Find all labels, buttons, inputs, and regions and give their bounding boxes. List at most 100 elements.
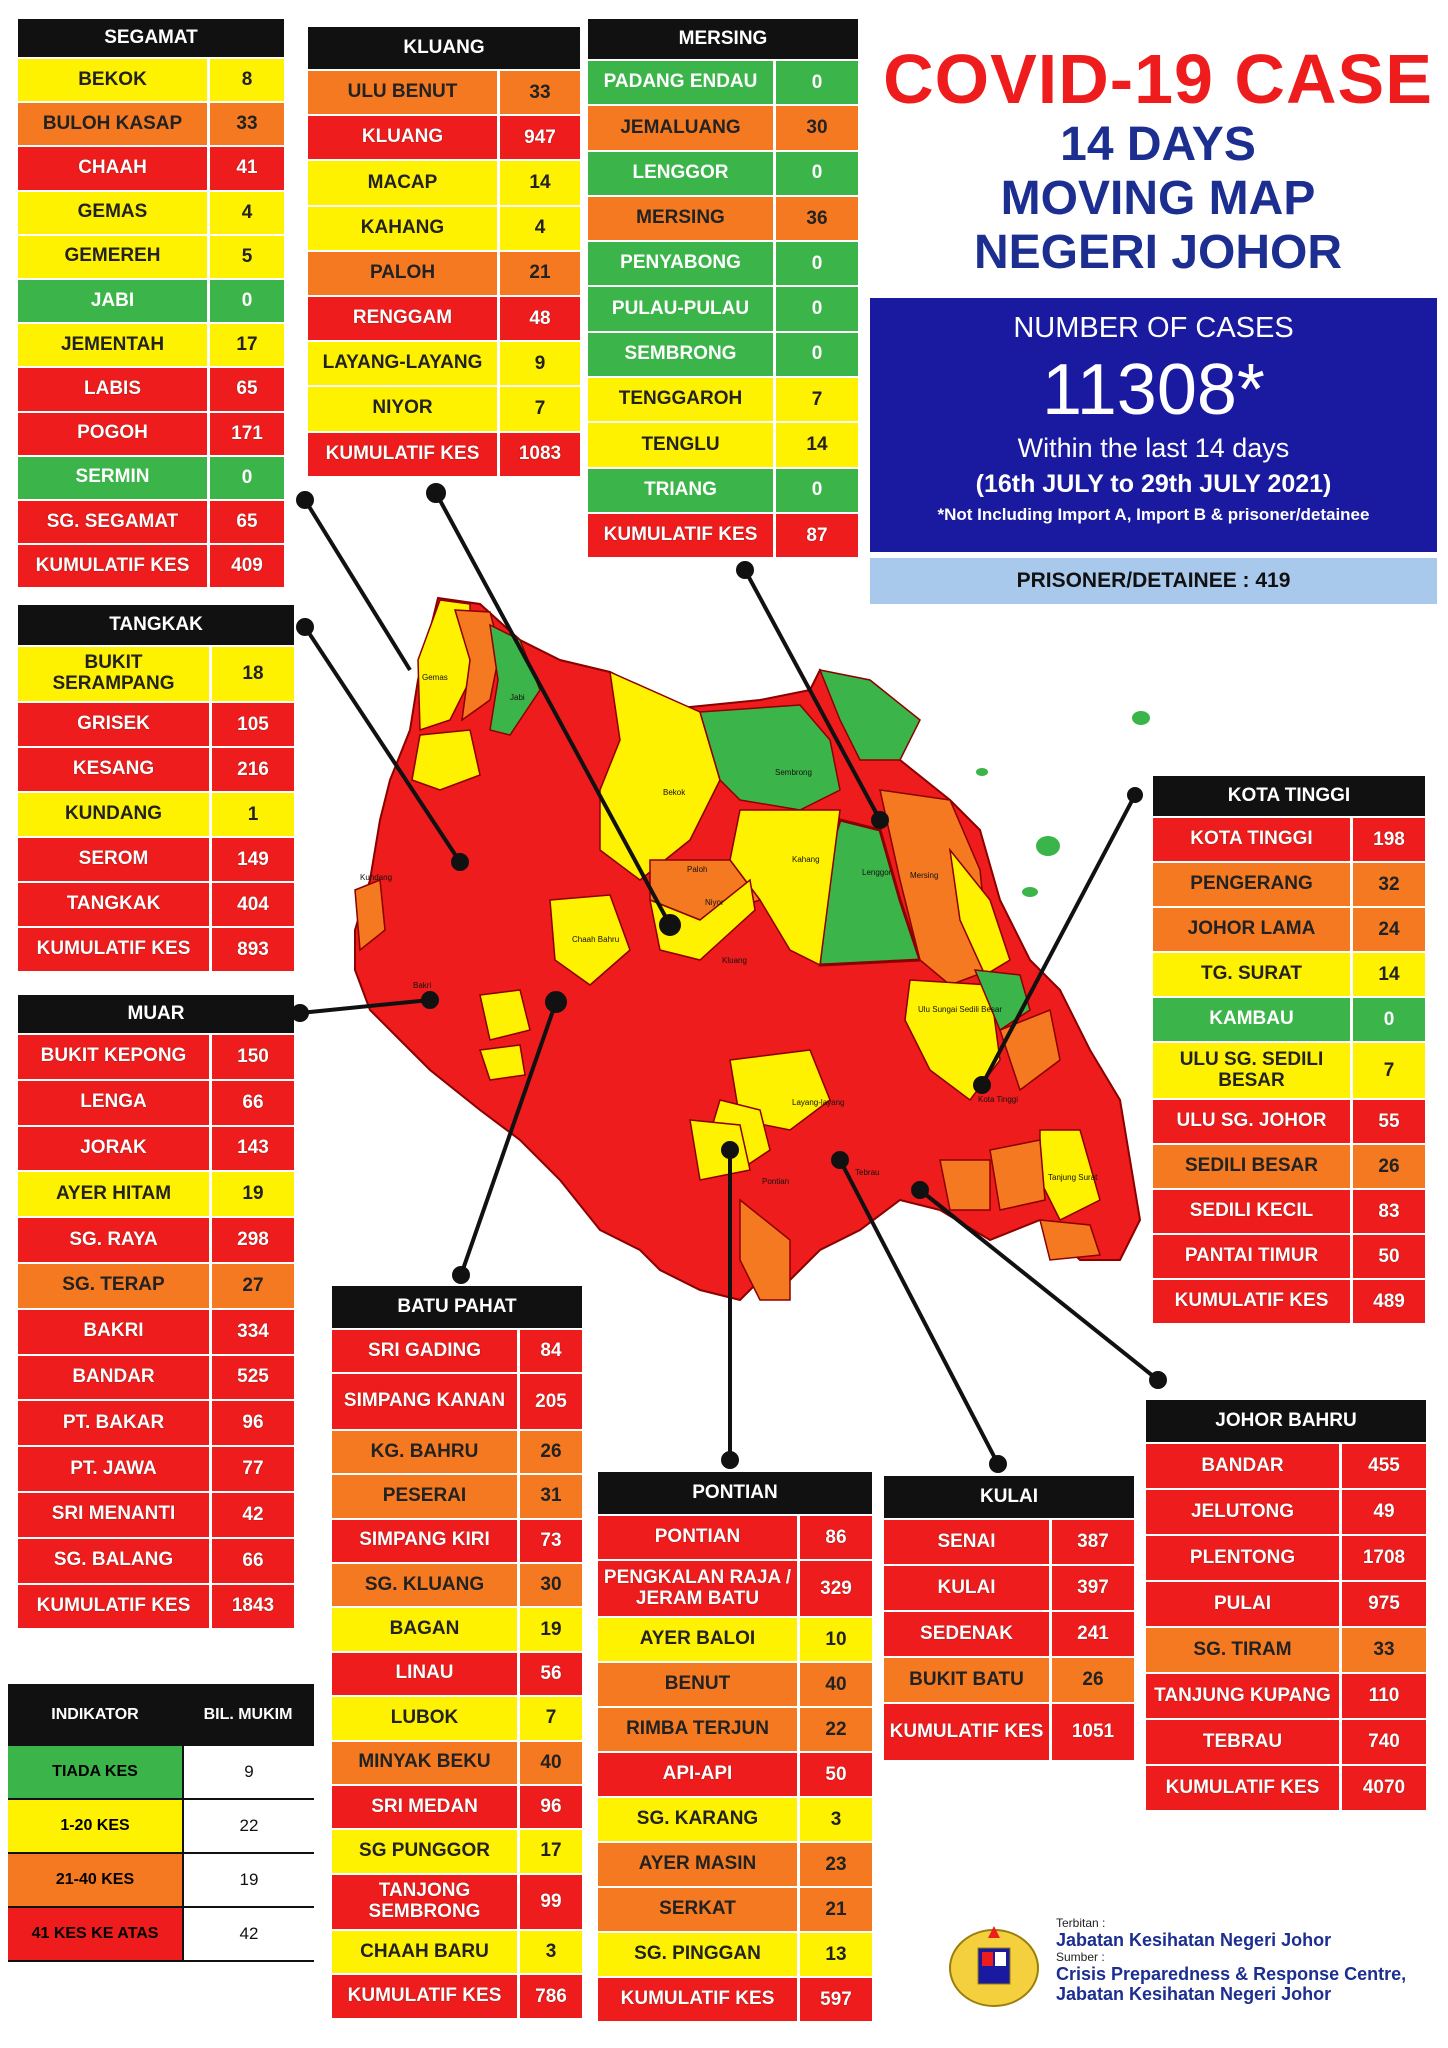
mukim-name: BAKRI: [83, 1320, 144, 1342]
map-region-johor-lama: [989, 1139, 1046, 1211]
mukim-name: JABI: [90, 289, 135, 311]
mukim-name: TENGGAROH: [618, 388, 743, 410]
mukim-name: PADANG ENDAU: [603, 71, 758, 93]
mukim-row: MINYAK BEKU 40: [332, 1739, 582, 1784]
mukim-cases: 49: [1339, 1490, 1426, 1534]
mukim-cases: 32: [1350, 863, 1425, 906]
mukim-cases: 36: [773, 196, 858, 241]
mukim-name: KG. BAHRU: [370, 1440, 479, 1462]
mukim-row: SG. KARANG 3: [598, 1796, 872, 1841]
mukim-row: PADANG ENDAU 0: [588, 59, 858, 105]
map-label: Tanjung Surat: [1048, 1173, 1098, 1182]
district-panel-kulai: KULAI SENAI 387 KULAI 397 SEDENAK 241 BUKIT BAT…: [884, 1476, 1134, 1760]
map-island-tinggi: [1036, 836, 1060, 856]
mukim-row: TANGKAK 404: [18, 881, 294, 926]
mukim-cases: 1083: [497, 432, 580, 476]
mukim-row: SG. KLUANG 30: [332, 1561, 582, 1607]
mukim-cases: 83: [1350, 1190, 1425, 1233]
mukim-name: KAMBAU: [1209, 1008, 1294, 1030]
mukim-cases: 77: [209, 1447, 294, 1491]
mukim-row: BANDAR 525: [18, 1353, 294, 1400]
mukim-name: AYER HITAM: [55, 1182, 172, 1204]
mukim-cases: 40: [797, 1663, 872, 1706]
mukim-cases: 150: [209, 1035, 294, 1079]
mukim-name: BANDAR: [72, 1366, 155, 1388]
mukim-name: PULAI: [1214, 1592, 1271, 1614]
cases-range: (16th JULY to 29th JULY 2021): [975, 470, 1332, 498]
mukim-cases: 149: [209, 838, 294, 881]
mukim-row: SG. RAYA 298: [18, 1216, 294, 1262]
district-panel-pontian: PONTIAN PONTIAN 86 PENGKALAN RAJA / JERAM B…: [598, 1472, 872, 2021]
mukim-row: KG. BAHRU 26: [332, 1428, 582, 1474]
map-label: Bekok: [663, 788, 686, 797]
district-header: SEGAMAT: [18, 19, 284, 57]
district-header: MERSING: [588, 19, 858, 59]
mukim-cases: 7: [1350, 1043, 1425, 1098]
mukim-name: LABIS: [84, 377, 141, 399]
legend-row: TIADA KES 9: [8, 1746, 314, 1800]
mukim-name: PLENTONG: [1189, 1546, 1296, 1568]
district-panel-johorbahru: JOHOR BAHRU BANDAR 455 JELUTONG 49 PLENTONG 17…: [1146, 1400, 1426, 1810]
mukim-row: BULOH KASAP 33: [18, 101, 284, 146]
mukim-cases: 105: [209, 703, 294, 746]
mukim-row: BUKIT KEPONG 150: [18, 1033, 294, 1079]
map-region-tenggaroh: [948, 847, 1011, 977]
mukim-name: SEDENAK: [920, 1622, 1013, 1644]
mukim-name: PESERAI: [382, 1484, 467, 1506]
district-panel-tangkak: TANGKAK BUKIT SERAMPANG 18 GRISEK 105 KESANG 2…: [18, 605, 294, 971]
map-region-sedili-besar: [999, 1008, 1061, 1092]
mukim-cases: 329: [797, 1561, 872, 1616]
mukim-name: SRI GADING: [368, 1339, 481, 1361]
mukim-name: SENAI: [937, 1530, 996, 1552]
map-label: Ulu Sungai Sedili Besar: [918, 1005, 1002, 1014]
mukim-cases: 86: [797, 1516, 872, 1559]
mukim-cases: 19: [209, 1172, 294, 1217]
district-header: JOHOR BAHRU: [1146, 1400, 1426, 1442]
mukim-row: PULAI 975: [1146, 1580, 1426, 1626]
mukim-cases: 26: [1049, 1658, 1134, 1702]
mukim-row: BUKIT BATU 26: [884, 1656, 1134, 1702]
mukim-row: PENYABONG 0: [588, 240, 858, 286]
mukim-cases: 8: [207, 59, 284, 102]
mukim-row: KAHANG 4: [308, 204, 580, 250]
mukim-cases: 13: [797, 1933, 872, 1976]
mukim-cases: 5: [207, 235, 284, 278]
mukim-cases: 84: [517, 1330, 582, 1373]
mukim-name: SEMBRONG: [624, 342, 737, 364]
mukim-row: TENGGAROH 7: [588, 376, 858, 422]
mukim-cases: 73: [517, 1519, 582, 1562]
mukim-row: SG. SEGAMAT 65: [18, 498, 284, 544]
mukim-row: SENAI 387: [884, 1518, 1134, 1564]
mukim-name: LINAU: [395, 1662, 454, 1684]
mukim-row: SG. TERAP 27: [18, 1261, 294, 1308]
cumulative-row: KUMULATIF KES 409: [18, 543, 284, 588]
mukim-cases: 96: [517, 1785, 582, 1829]
mukim-cases: 65: [207, 500, 284, 544]
mukim-row: TG. SURAT 14: [1153, 951, 1425, 996]
map-label: Layang-layang: [792, 1098, 844, 1107]
mukim-name: JELUTONG: [1190, 1500, 1295, 1522]
mukim-name: SERKAT: [659, 1898, 736, 1920]
mukim-cases: 1708: [1339, 1536, 1426, 1580]
mukim-row: LUBOK 7: [332, 1695, 582, 1740]
mukim-cases: 740: [1339, 1720, 1426, 1764]
mukim-row: NIYOR 7: [308, 385, 580, 431]
mukim-name: PULAU-PULAU: [611, 297, 750, 319]
mukim-cases: 99: [517, 1874, 582, 1930]
cumulative-row: KUMULATIF KES 786: [332, 1973, 582, 2018]
cumulative-row: KUMULATIF KES 87: [588, 511, 858, 558]
map-region-pontian-coast: [739, 1198, 791, 1301]
mukim-cases: 24: [1350, 908, 1425, 951]
mukim-row: AYER MASIN 23: [598, 1841, 872, 1886]
mukim-name: PENGKALAN RAJA / JERAM BATU: [603, 1566, 792, 1609]
mukim-row: RENGGAM 48: [308, 294, 580, 341]
map-region-sermin: [489, 623, 541, 736]
mukim-row: PLENTONG 1708: [1146, 1534, 1426, 1580]
mukim-name: API-API: [662, 1763, 733, 1785]
mukim-row: SEROM 149: [18, 836, 294, 881]
mukim-row: TEBRAU 740: [1146, 1718, 1426, 1764]
legend-indicator: 21-40 KES: [8, 1854, 182, 1906]
mukim-row: ULU SG. JOHOR 55: [1153, 1098, 1425, 1143]
mukim-name: RIMBA TERJUN: [626, 1718, 769, 1740]
